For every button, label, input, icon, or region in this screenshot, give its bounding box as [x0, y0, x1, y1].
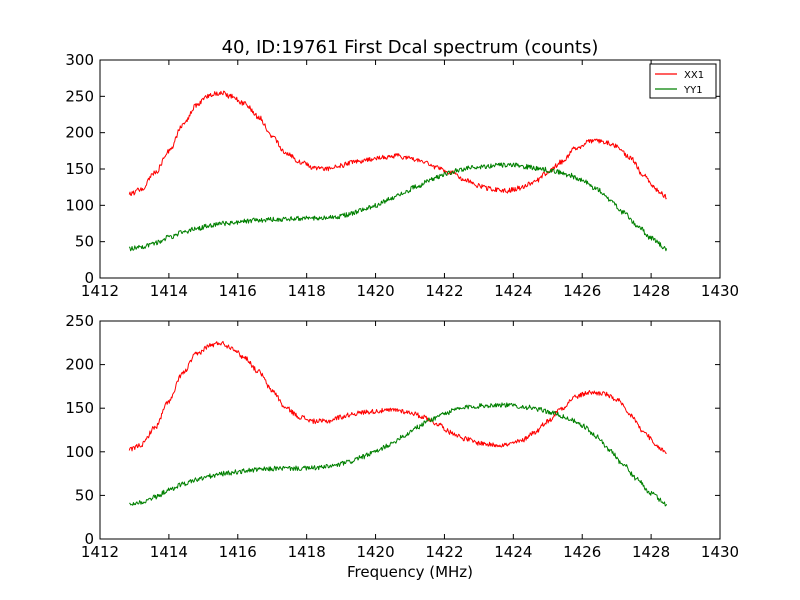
y-tick-label: 0	[84, 269, 94, 287]
x-tick-label: 1426	[563, 543, 601, 561]
y-tick-label: 150	[65, 399, 94, 417]
y-tick-label: 200	[65, 356, 94, 374]
x-tick-label: 1430	[701, 543, 739, 561]
series-line-trace-0-bottom	[128, 340, 667, 454]
x-axis-label: Frequency (MHz)	[347, 563, 473, 581]
x-tick-label: 1416	[219, 543, 257, 561]
x-tick-label: 1416	[219, 282, 257, 300]
x-tick-label: 1420	[356, 282, 394, 300]
x-tick-label: 1426	[563, 282, 601, 300]
legend-label-yy1: YY1	[683, 85, 703, 96]
y-tick-label: 150	[65, 160, 94, 178]
y-tick-label: 100	[65, 196, 94, 214]
series-line-xx1-top	[128, 90, 667, 200]
figure-title: 40, ID:19761 First Dcal spectrum (counts…	[222, 37, 599, 58]
x-tick-label: 1412	[81, 282, 119, 300]
y-tick-label: 250	[65, 312, 94, 330]
y-tick-label: 50	[75, 486, 94, 504]
x-tick-label: 1422	[425, 282, 463, 300]
x-tick-label: 1412	[81, 543, 119, 561]
legend-label-xx1: XX1	[684, 70, 704, 81]
axes-frame-bottom	[99, 320, 721, 540]
x-tick-label: 1430	[701, 282, 739, 300]
series-line-yy1-top	[128, 162, 668, 252]
bottom-panel: 1412 1414 1416 1418 1420 1422 1424 1426 1428 1430…	[65, 312, 739, 561]
y-tick-label: 100	[65, 443, 94, 461]
y-tick-label: 0	[84, 530, 94, 548]
y-tick-label: 300	[65, 51, 94, 69]
x-tick-label: 1414	[150, 543, 188, 561]
x-tick-label: 1428	[632, 282, 670, 300]
x-tick-label: 1418	[288, 543, 326, 561]
x-tick-label: 1424	[494, 282, 532, 300]
x-tick-label: 1418	[288, 282, 326, 300]
x-tick-label: 1414	[150, 282, 188, 300]
top-panel: 1412 1414 1416 1418 1420 1422 1424 1426 1428 1430…	[65, 51, 739, 300]
x-tick-label: 1420	[356, 543, 394, 561]
y-tick-label: 200	[65, 124, 94, 142]
legend-box	[649, 63, 717, 99]
plot-area-bottom	[100, 321, 720, 539]
series-line-trace-1-bottom	[129, 402, 668, 507]
y-tick-label: 250	[65, 87, 94, 105]
x-tick-label: 1428	[632, 543, 670, 561]
plot-area-top	[100, 60, 720, 278]
y-tick-label: 50	[75, 233, 94, 251]
x-tick-label: 1424	[494, 543, 532, 561]
x-tick-label: 1422	[425, 543, 463, 561]
